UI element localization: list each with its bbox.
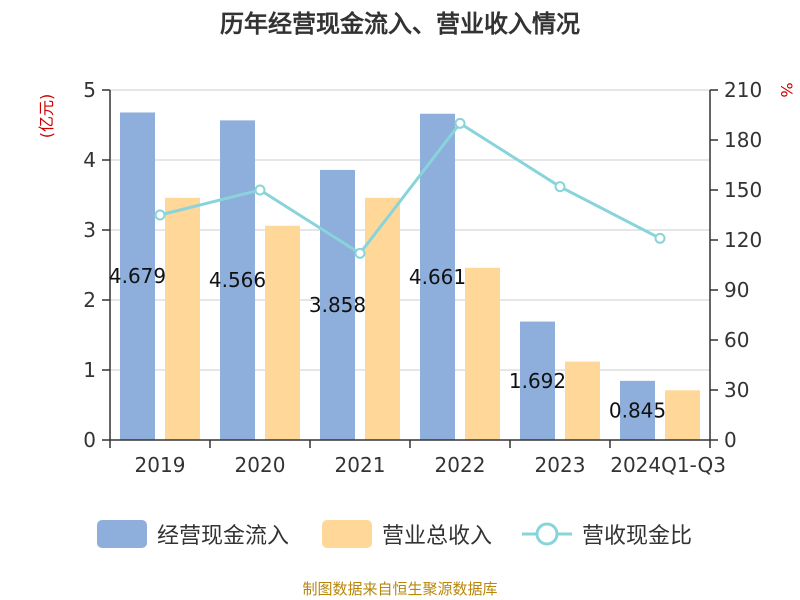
bar-revenue [165,197,200,440]
chart-title: 历年经营现金流入、营业收入情况 [220,10,580,38]
left-tick-label: 2 [83,288,96,312]
legend-label-cash-inflow: 经营现金流入 [157,524,289,549]
data-label-cash-inflow: 4.566 [209,268,266,292]
x-tick-label: 2021 [335,453,386,477]
ratio-point [354,247,366,259]
legend-label-ratio: 营收现金比 [582,524,692,549]
left-tick-label: 4 [83,148,96,172]
legend-swatch-ratio-marker [535,522,559,546]
source-note: 制图数据来自恒生聚源数据库 [302,580,497,598]
x-tick-label: 2022 [435,453,486,477]
data-label-cash-inflow: 3.858 [309,293,366,317]
left-axis-unit: (亿元) [37,94,56,139]
right-tick-label: 90 [724,278,749,302]
ratio-line-path [159,121,661,256]
bar-cash-inflow [620,380,655,440]
right-tick-label: 150 [724,178,762,202]
bar-cash-inflow [520,321,555,440]
right-tick-label: 120 [724,228,762,252]
bar-cash-inflow [120,112,155,440]
x-tick-label: 2020 [235,453,286,477]
data-label-cash-inflow: 4.679 [109,264,166,288]
right-axis-unit: % [777,82,796,97]
ratio-line [154,117,666,259]
bar-revenue [365,197,400,440]
bar-revenue [265,225,300,440]
bar-revenue [665,390,700,440]
left-tick-label: 0 [83,428,96,452]
legend-swatch-revenue [322,520,372,548]
bar-revenue [465,267,500,440]
left-tick-label: 1 [83,358,96,382]
right-tick-label: 0 [724,428,737,452]
x-tick-label: 2023 [535,453,586,477]
data-label-cash-inflow: 4.661 [409,265,466,289]
right-tick-label: 210 [724,78,762,102]
left-tick-label: 5 [83,78,96,102]
x-tick-label: 2019 [135,453,186,477]
data-labels: 4.679 4.566 3.858 4.661 1.692 0.845 [109,264,666,422]
ratio-point [554,181,566,193]
legend-label-revenue: 营业总收入 [382,524,492,549]
gridlines [110,89,710,371]
x-tick-label: 2024Q1-Q3 [610,453,726,477]
bar-cash-inflow [320,169,355,440]
left-tick-label: 3 [83,218,96,242]
ratio-point [154,209,166,221]
legend-swatch-cash-inflow [97,520,147,548]
right-tick-label: 180 [724,128,762,152]
bars [120,112,700,440]
data-label-cash-inflow: 1.692 [509,369,566,393]
axes: 0 1 2 3 4 5 0 30 60 90 120 150 180 210 2019 2020 2021 202… [83,78,762,477]
right-tick-label: 60 [724,328,749,352]
data-label-cash-inflow: 0.845 [609,398,666,422]
right-tick-label: 30 [724,378,749,402]
bar-cash-inflow [220,120,255,440]
bar-revenue [565,361,600,440]
ratio-point [654,232,666,244]
ratio-point [454,117,466,129]
ratio-point [254,184,266,196]
legend: 经营现金流入 营业总收入 营收现金比 [97,520,692,549]
